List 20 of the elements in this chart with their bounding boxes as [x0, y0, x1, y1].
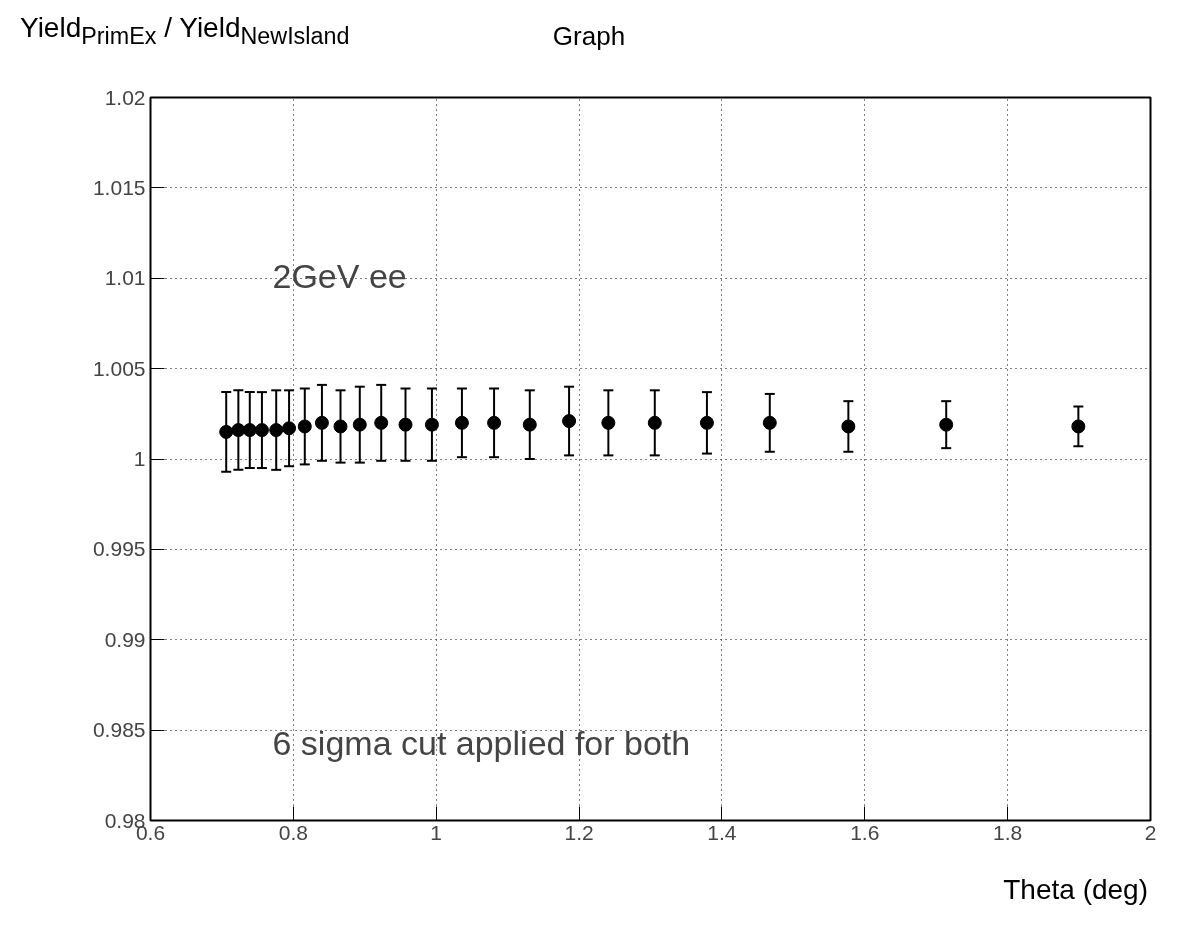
- y-tick-label: 0.995: [92, 537, 146, 561]
- x-tick-label: 0.8: [278, 820, 308, 844]
- x-tick-label: 1.2: [564, 820, 594, 844]
- x-tick-label: 1.4: [707, 820, 737, 844]
- y-tick-label: 1: [133, 447, 146, 470]
- y-axis-title: Yield$_{PrimEx}$ / Yield$_{NewIsland}$: [20, 11, 350, 51]
- y-tick-label: 1.005: [92, 356, 146, 380]
- y-tick-label: 1.015: [92, 175, 146, 199]
- y-tick-label: 0.99: [104, 627, 146, 651]
- annotation: 2GeV ee: [272, 256, 407, 295]
- y-tick-label: 1.02: [104, 85, 146, 109]
- x-tick-label: 1.6: [850, 820, 880, 844]
- x-tick-label: 1: [430, 820, 443, 844]
- y-tick-label: 1.01: [104, 266, 146, 290]
- y-tick-label: 0.985: [92, 718, 146, 742]
- x-axis-title: Theta (deg): [1003, 873, 1148, 907]
- x-tick-label: 2: [1144, 820, 1157, 844]
- x-tick-label: 1.8: [993, 820, 1023, 844]
- chart-title: Graph: [552, 21, 626, 51]
- annotation: 6 sigma cut applied for both: [272, 723, 691, 762]
